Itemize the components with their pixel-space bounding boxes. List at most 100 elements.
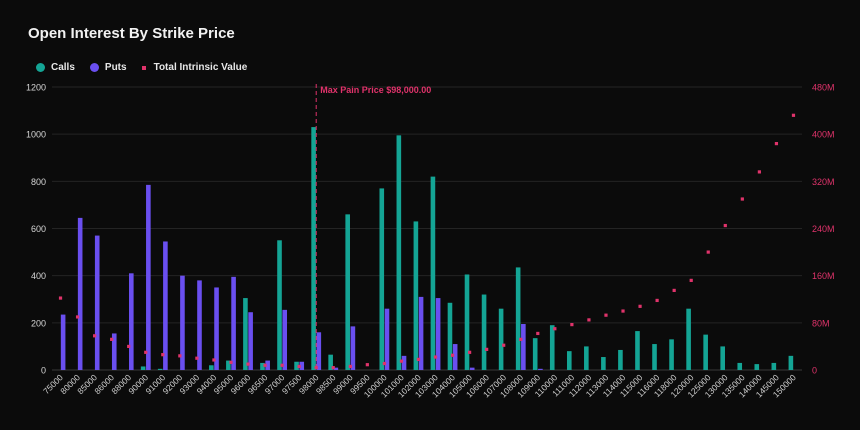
- calls-bar: [566, 351, 572, 370]
- legend-calls-label: Calls: [51, 62, 75, 73]
- intrinsic-value-point: [536, 331, 540, 336]
- intrinsic-value-point: [621, 309, 625, 313]
- puts-bar: [384, 308, 390, 370]
- intrinsic-value-point: [229, 360, 233, 364]
- intrinsic-value-point: [553, 327, 557, 331]
- legend-item-puts[interactable]: Puts: [89, 62, 127, 73]
- puts-bar: [180, 275, 185, 370]
- grid-lines: [52, 86, 802, 371]
- y2-tick-label: 160M: [812, 271, 835, 281]
- y2-tick-label: 320M: [812, 177, 835, 187]
- intrinsic-value-point: [382, 361, 386, 366]
- intrinsic-value-point: [280, 363, 284, 367]
- calls-bar: [498, 308, 504, 370]
- calls-bar: [686, 308, 691, 370]
- intrinsic-value-point: [58, 296, 63, 300]
- max-pain-annotation: Max Pain Price $98,000.00: [315, 84, 431, 370]
- intrinsic-value-point: [433, 355, 438, 359]
- puts-bar: [333, 367, 339, 370]
- puts-bar: [538, 368, 543, 370]
- calls-bar: [669, 339, 674, 370]
- puts-bar: [197, 280, 202, 370]
- intrinsic-value-point: [502, 343, 506, 347]
- intrinsic-value-point: [161, 353, 165, 357]
- calls-bar: [481, 294, 487, 370]
- calls-bar: [754, 364, 760, 370]
- calls-bar: [396, 135, 402, 370]
- puts-bar: [163, 241, 168, 370]
- legend: Calls Puts Total Intrinsic Value: [36, 62, 262, 73]
- intrinsic-value-point: [740, 197, 744, 201]
- puts-bar: [401, 355, 407, 370]
- calls-bar: [243, 298, 248, 370]
- calls-bar: [720, 346, 725, 370]
- calls-bar: [549, 325, 555, 370]
- intrinsic-value-point: [689, 278, 693, 282]
- intrinsic-value-point: [348, 364, 352, 369]
- calls-bar: [703, 334, 708, 370]
- calls-bar: [771, 362, 777, 370]
- intrinsic-value-point: [365, 363, 369, 367]
- y2-tick-label: 400M: [812, 130, 835, 140]
- intrinsic-value-point: [178, 354, 182, 358]
- intrinsic-value-point: [638, 304, 642, 308]
- calls-bar: [140, 366, 146, 370]
- y2-tick-label: 240M: [812, 224, 835, 234]
- bar-series: [60, 127, 794, 370]
- puts-bar: [94, 235, 100, 370]
- calls-bar: [226, 360, 231, 370]
- y-tick-label: 800: [31, 177, 46, 187]
- y-axis-right: 0 80M 160M 240M 320M 400M 480M: [812, 83, 835, 376]
- y-tick-label: 0: [41, 366, 46, 376]
- puts-bar: [248, 312, 253, 370]
- puts-bar: [214, 287, 219, 370]
- puts-bar: [435, 298, 441, 370]
- calls-bar: [379, 188, 385, 370]
- intrinsic-value-point: [195, 356, 199, 360]
- intrinsic-value-point: [774, 142, 779, 146]
- legend-item-intrinsic[interactable]: Total Intrinsic Value: [141, 62, 247, 73]
- intrinsic-value-points: [58, 113, 796, 370]
- calls-bar: [430, 176, 436, 370]
- puts-bar: [452, 344, 458, 370]
- intrinsic-value-point: [75, 315, 80, 319]
- puts-bar: [265, 360, 270, 370]
- puts-bar: [60, 314, 66, 370]
- puts-bar: [418, 296, 424, 370]
- y-tick-label: 400: [31, 271, 46, 281]
- legend-puts-label: Puts: [104, 62, 127, 73]
- intrinsic-value-point: [604, 313, 608, 317]
- calls-bar: [311, 127, 316, 370]
- intrinsic-value-point: [110, 337, 114, 341]
- intrinsic-value-point: [723, 223, 727, 228]
- puts-bar: [299, 361, 305, 370]
- calls-bar: [345, 214, 350, 370]
- y-tick-label: 600: [31, 224, 46, 234]
- calls-bar: [635, 331, 640, 370]
- calls-bar: [277, 240, 282, 370]
- calls-bar: [788, 355, 794, 370]
- calls-bar: [464, 274, 470, 370]
- intrinsic-value-point: [416, 357, 421, 361]
- intrinsic-value-point: [212, 358, 216, 362]
- calls-bar: [618, 349, 623, 370]
- intrinsic-value-point: [450, 353, 455, 357]
- calls-bar: [260, 362, 265, 370]
- intrinsic-value-point: [468, 350, 472, 354]
- intrinsic-value-point: [263, 363, 267, 367]
- puts-bar: [77, 217, 83, 370]
- calls-bar: [447, 302, 453, 370]
- legend-intrinsic-swatch-icon: [141, 65, 146, 70]
- intrinsic-value-point: [93, 334, 97, 338]
- calls-bar: [737, 362, 743, 370]
- y-tick-label: 1200: [26, 83, 46, 93]
- calls-bar: [328, 354, 333, 370]
- puts-bar: [129, 273, 134, 370]
- intrinsic-value-point: [246, 362, 250, 366]
- chart-title: Open Interest By Strike Price: [28, 25, 235, 42]
- intrinsic-value-point: [655, 298, 659, 303]
- puts-bar: [231, 276, 236, 370]
- legend-item-calls[interactable]: Calls: [36, 62, 75, 73]
- calls-bar: [584, 346, 589, 370]
